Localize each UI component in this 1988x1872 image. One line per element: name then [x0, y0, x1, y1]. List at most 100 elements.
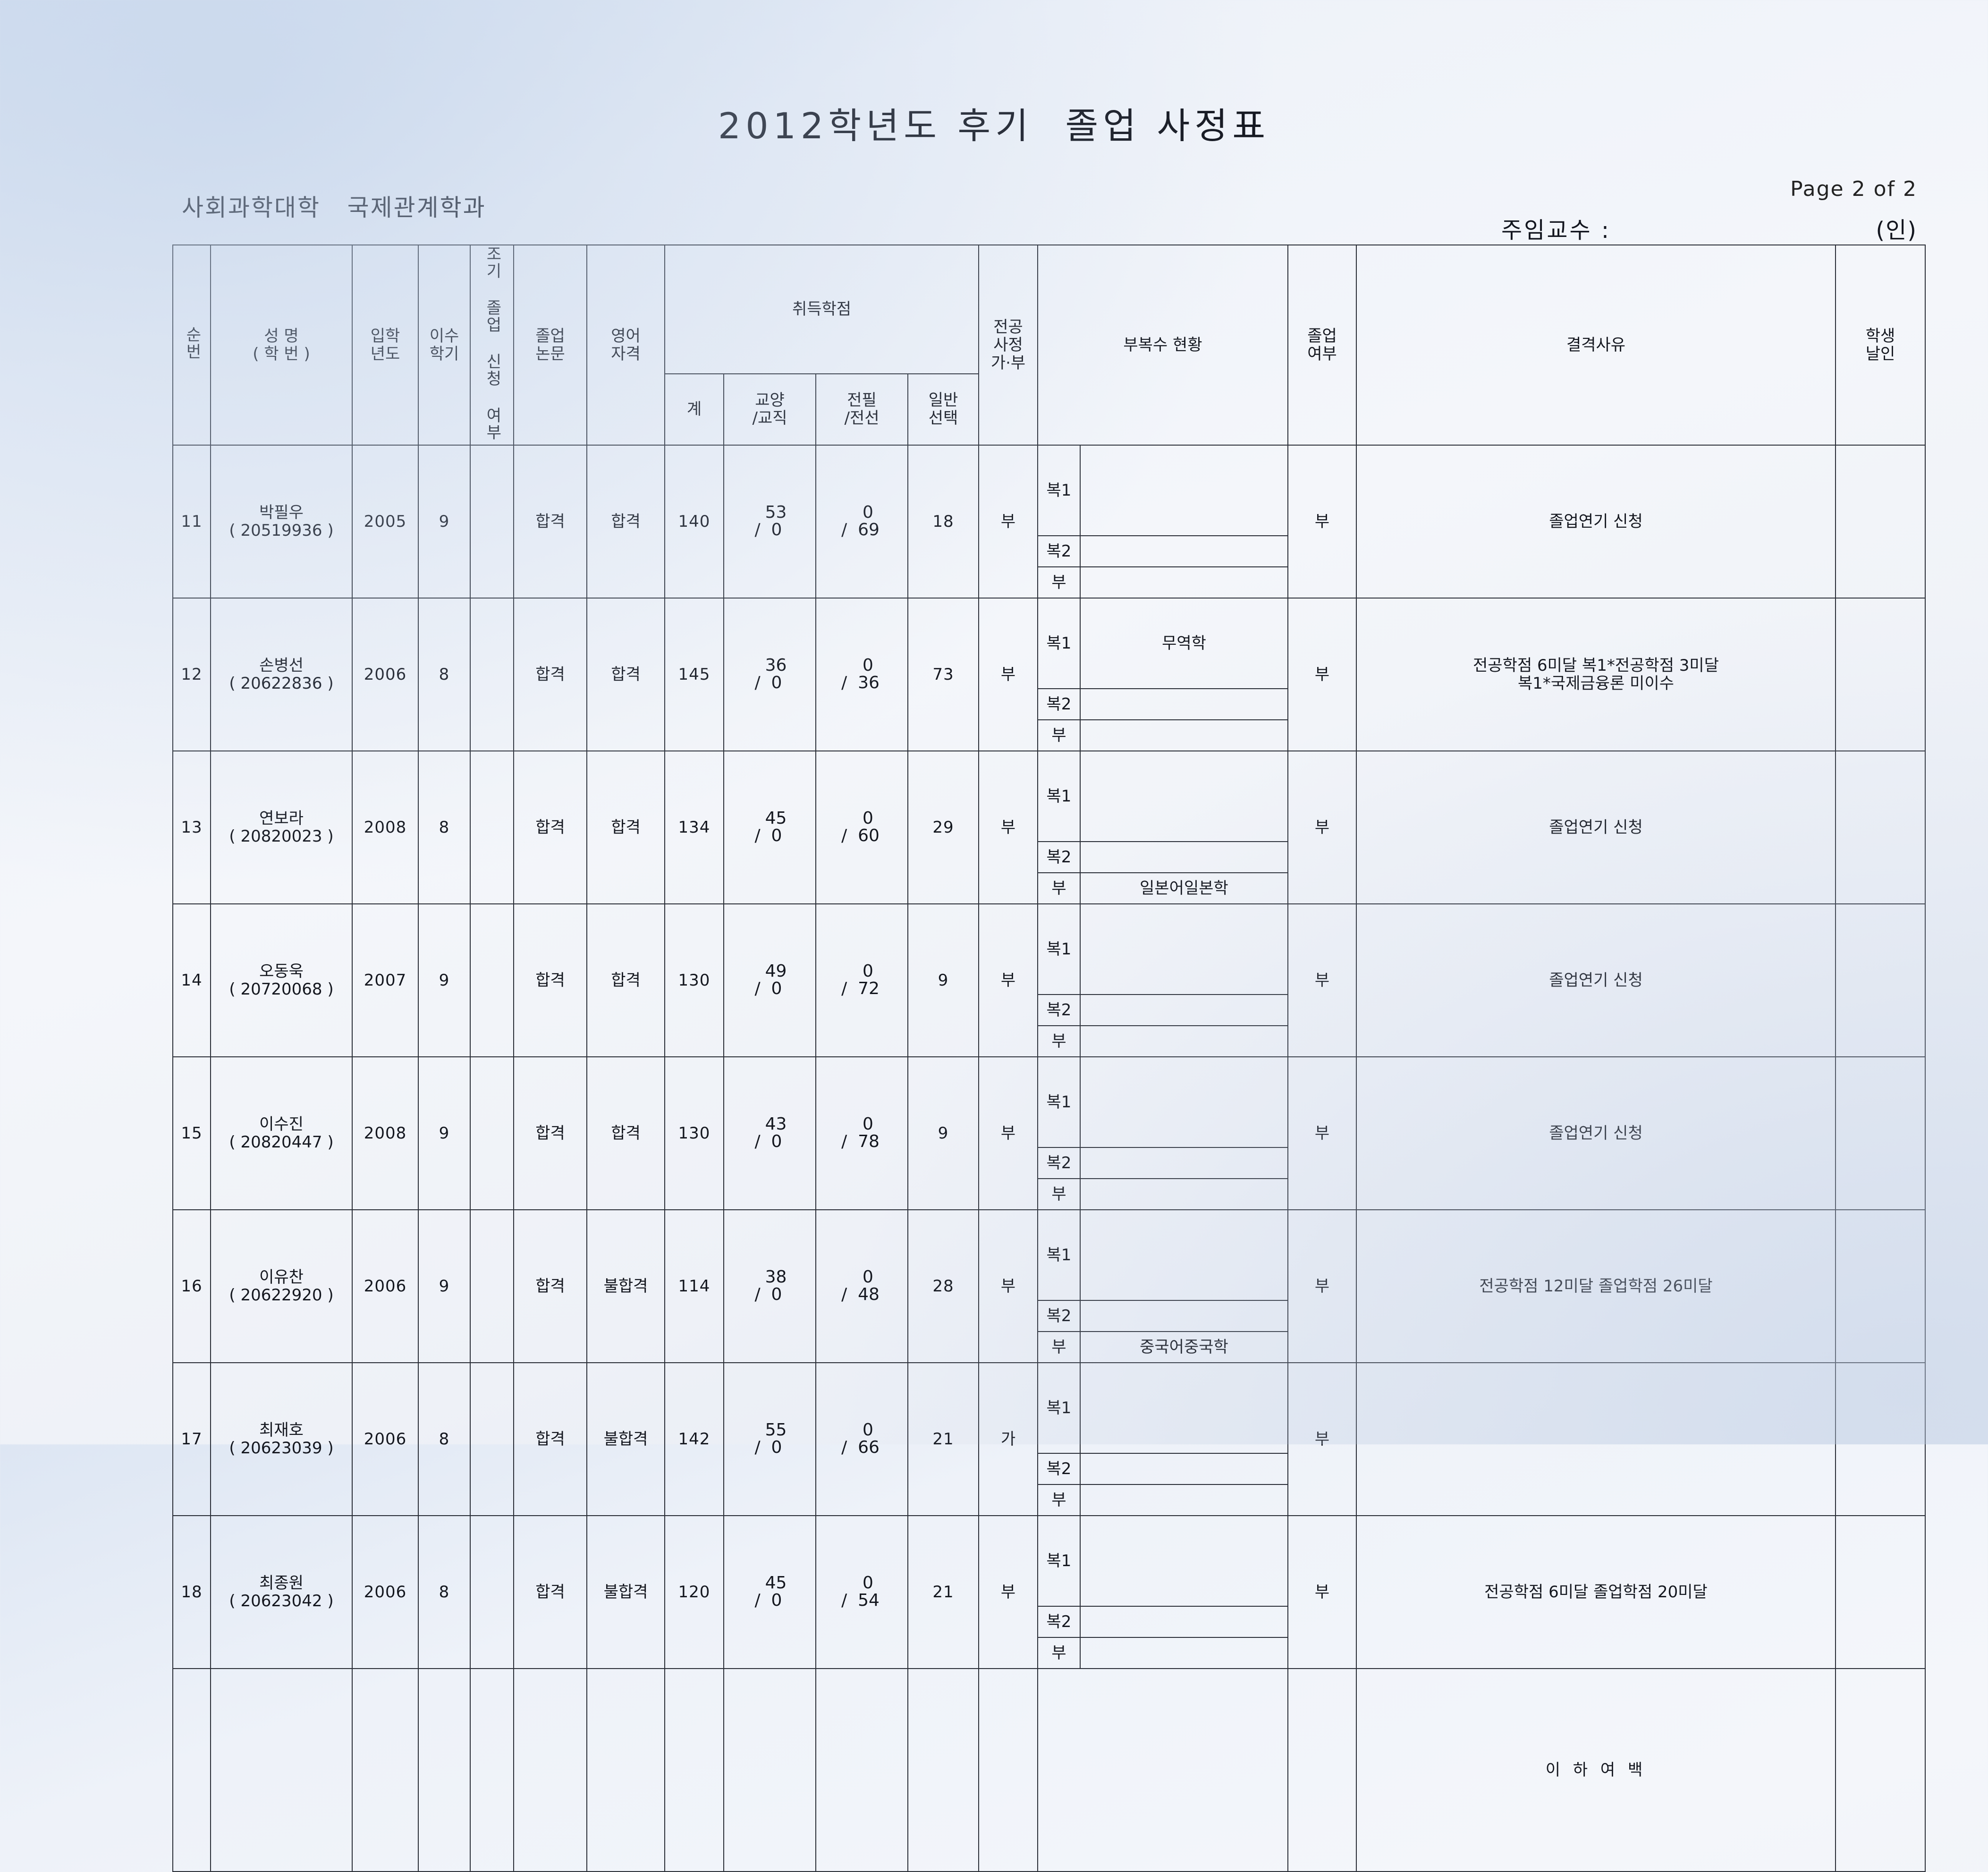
- cell-admission-year: 2006: [352, 598, 419, 752]
- professor-label: 주임교수 :: [1501, 217, 1611, 244]
- cell-credits-major: 0/ 54: [815, 1515, 908, 1670]
- graduation-assessment-table: 순번 성 명 ( 학 번 ) 입학 년도 이수 학기 조기 졸업 신청 여부 졸…: [172, 244, 1926, 1872]
- cell-graduation: 부: [1287, 598, 1357, 752]
- cell-thesis: 합격: [513, 903, 587, 1058]
- cell-english: 불합격: [586, 1209, 665, 1364]
- table-footer-row: 이 하 여 백: [172, 1668, 1926, 1872]
- cell-credits-major: 0/ 36: [815, 598, 908, 752]
- col-header-credits-total: 계: [664, 373, 724, 446]
- cell-double-value-bok1: [1080, 750, 1288, 843]
- cell-double-label-bu: 부: [1037, 1331, 1081, 1364]
- cell-credits-major: 0/ 78: [815, 1056, 908, 1211]
- table-row: 16 이유찬 ( 20622920 ) 2006 9 합격 불합격 114 38/ 0 0/ 4…: [172, 1209, 1926, 1364]
- cell-double-label-bok1: 복1: [1037, 1515, 1081, 1607]
- cell-double-label-bok1: 복1: [1037, 1362, 1081, 1454]
- cell-graduation: 부: [1287, 445, 1357, 599]
- table-row: 13 연보라 ( 20820023 ) 2008 8 합격 합격 134 45/ 0 0/ 60…: [172, 750, 1926, 905]
- cell-double-value-bok2: [1080, 1453, 1288, 1485]
- cell-name-id: [210, 1668, 353, 1872]
- cell-double-label-bok1: 복1: [1037, 1056, 1081, 1148]
- table-row: 12 손병선 ( 20622836 ) 2006 8 합격 합격 145 36/ 0 0/ 36…: [172, 598, 1926, 752]
- college-department: 사회과학대학 국제관계학과: [182, 194, 486, 221]
- cell-double-value-bok2: [1080, 1147, 1288, 1180]
- cell-early-graduation: [470, 598, 514, 752]
- cell-english: 합격: [586, 445, 665, 599]
- table-row: 18 최종원 ( 20623042 ) 2006 8 합격 불합격 120 45/ 0 0/ 5…: [172, 1515, 1926, 1670]
- cell-double-label-bok1: 복1: [1037, 903, 1081, 995]
- cell-credits-liberal: 38/ 0: [723, 1209, 816, 1364]
- col-header-double-minor: 부복수 현황: [1037, 244, 1288, 446]
- cell-double-label-bok2: 복2: [1037, 841, 1081, 874]
- cell-credits-major: [815, 1668, 908, 1872]
- cell-seq: [172, 1668, 211, 1872]
- cell-student-seal: [1835, 1668, 1926, 1872]
- cell-credits-liberal: 53/ 0: [723, 445, 816, 599]
- cell-major-review: 부: [978, 1515, 1038, 1670]
- cell-double-label-bu: 부: [1037, 566, 1081, 599]
- cell-graduation: [1287, 1668, 1357, 1872]
- cell-graduation: 부: [1287, 1515, 1357, 1670]
- cell-credits-liberal: 49/ 0: [723, 903, 816, 1058]
- table-row: 17 최재호 ( 20623039 ) 2006 8 합격 불합격 142 55/ 0 0/ 6…: [172, 1362, 1926, 1517]
- cell-credits-liberal: 36/ 0: [723, 598, 816, 752]
- cell-semesters: 8: [418, 750, 471, 905]
- cell-double-value-bok1: [1080, 1209, 1288, 1301]
- cell-early-graduation: [470, 1362, 514, 1517]
- cell-double-value-bok2: [1080, 1606, 1288, 1638]
- cell-double-label-bok2: 복2: [1037, 688, 1081, 721]
- cell-name-id: 오동욱 ( 20720068 ): [210, 903, 353, 1058]
- col-header-major-review: 전공 사정 가·부: [978, 244, 1038, 446]
- cell-credits-general: 29: [907, 750, 979, 905]
- cell-footer-note: 이 하 여 백: [1356, 1668, 1836, 1872]
- cell-early-graduation: [470, 750, 514, 905]
- cell-double-value-bok1: [1080, 903, 1288, 995]
- cell-thesis: 합격: [513, 445, 587, 599]
- cell-student-seal: [1835, 1209, 1926, 1364]
- cell-double-label-bu: 부: [1037, 1484, 1081, 1517]
- cell-credits-total: 120: [664, 1515, 724, 1670]
- cell-double-value-bu: [1080, 1637, 1288, 1670]
- cell-english: 합격: [586, 598, 665, 752]
- cell-graduation: 부: [1287, 1362, 1357, 1517]
- cell-credits-total: 145: [664, 598, 724, 752]
- cell-thesis: 합격: [513, 1209, 587, 1364]
- col-header-credits-group: 취득학점: [664, 245, 979, 374]
- cell-double-value-bok2: [1080, 688, 1288, 721]
- cell-double-value-bok1: [1080, 445, 1288, 537]
- col-header-seq: 순번: [172, 244, 211, 446]
- cell-thesis: [513, 1668, 587, 1872]
- cell-student-seal: [1835, 903, 1926, 1058]
- cell-double-label-bok2: 복2: [1037, 1300, 1081, 1332]
- cell-credits-general: 21: [907, 1362, 979, 1517]
- cell-admission-year: 2006: [352, 1515, 419, 1670]
- cell-admission-year: 2005: [352, 445, 419, 599]
- cell-major-review: 부: [978, 1209, 1038, 1364]
- cell-credits-general: 9: [907, 903, 979, 1058]
- cell-double-label-bu: 부: [1037, 719, 1081, 752]
- cell-credits-total: 142: [664, 1362, 724, 1517]
- cell-credits-total: 130: [664, 903, 724, 1058]
- cell-seq: 16: [172, 1209, 211, 1364]
- cell-seq: 15: [172, 1056, 211, 1211]
- cell-reason: 졸업연기 신청: [1356, 445, 1836, 599]
- cell-semesters: 9: [418, 903, 471, 1058]
- cell-double-value-bok2: [1080, 994, 1288, 1027]
- cell-admission-year: [352, 1668, 419, 1872]
- cell-seq: 12: [172, 598, 211, 752]
- cell-seq: 11: [172, 445, 211, 599]
- cell-double-label-bok1: 복1: [1037, 598, 1081, 690]
- page-title: 2012학년도 후기 졸업 사정표: [718, 105, 1270, 147]
- cell-credits-liberal: [723, 1668, 816, 1872]
- cell-double-value-bok1: [1080, 1362, 1288, 1454]
- cell-double-value-bok2: [1080, 841, 1288, 874]
- cell-double-value-bu: [1080, 719, 1288, 752]
- cell-reason: 졸업연기 신청: [1356, 903, 1836, 1058]
- cell-double-label-bok1: 복1: [1037, 445, 1081, 537]
- cell-english: 합격: [586, 903, 665, 1058]
- col-header-thesis: 졸업 논문: [513, 244, 587, 446]
- col-header-credits-general: 일반 선택: [907, 373, 979, 446]
- table-header-row: 순번 성 명 ( 학 번 ) 입학 년도 이수 학기 조기 졸업 신청 여부 졸…: [172, 244, 1926, 446]
- col-header-reason: 결격사유: [1356, 244, 1836, 446]
- cell-double-value-bu: [1080, 1484, 1288, 1517]
- cell-thesis: 합격: [513, 1362, 587, 1517]
